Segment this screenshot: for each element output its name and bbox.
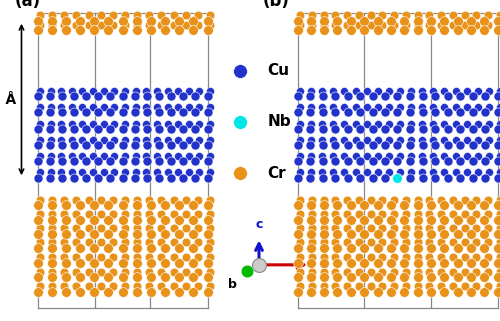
Text: 15 Å: 15 Å	[0, 92, 16, 107]
Text: Cr: Cr	[268, 166, 286, 181]
Text: c: c	[256, 218, 262, 231]
Text: a: a	[319, 258, 328, 271]
Text: (b): (b)	[262, 0, 289, 10]
Text: b: b	[228, 278, 236, 291]
Text: Nb: Nb	[268, 115, 291, 129]
Text: Cu: Cu	[268, 63, 289, 78]
Text: (a): (a)	[15, 0, 41, 10]
